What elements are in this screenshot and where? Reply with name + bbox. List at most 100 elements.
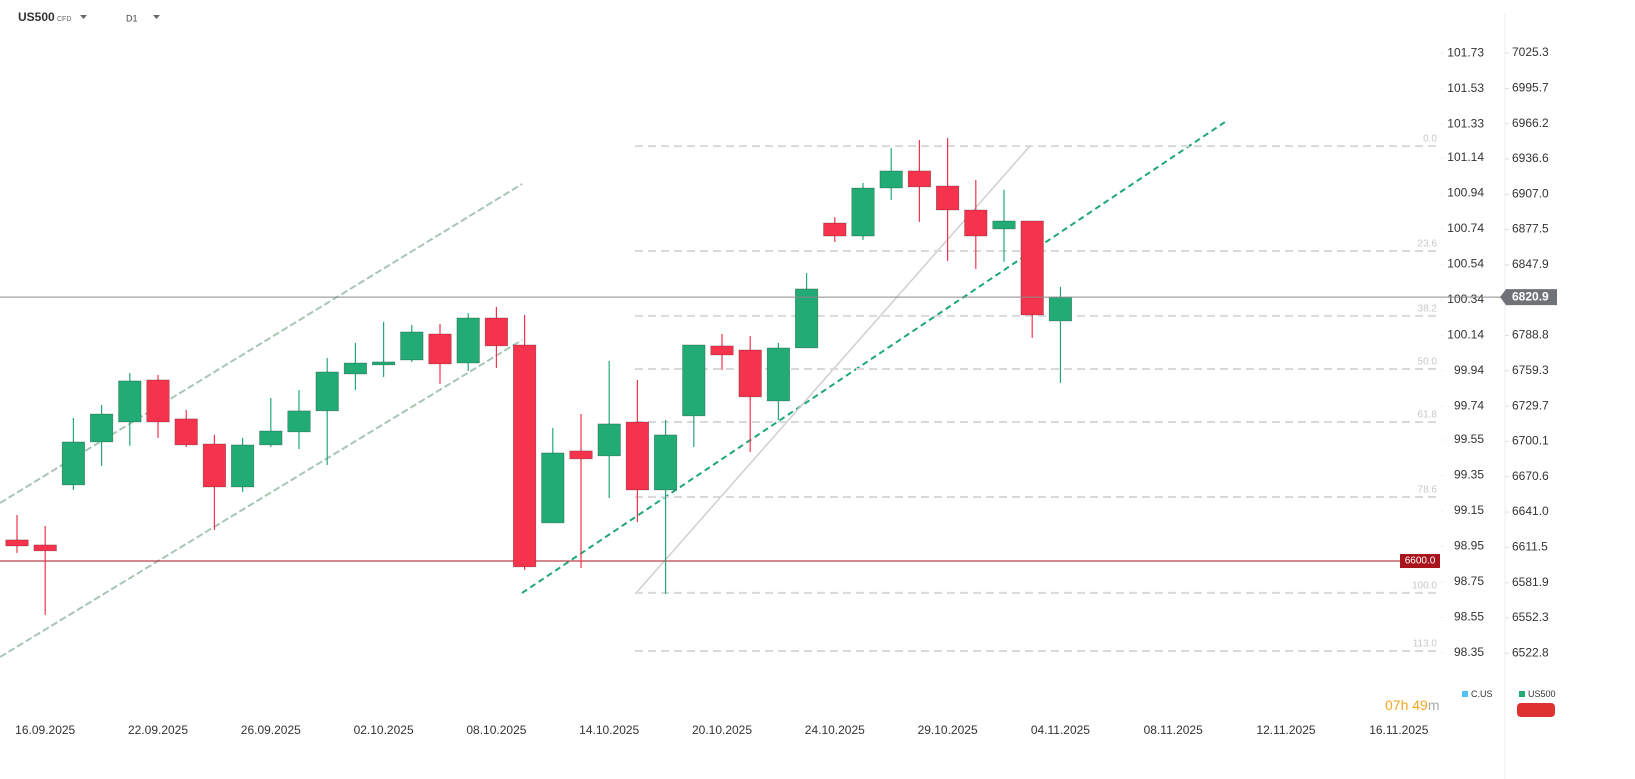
candle-body — [851, 187, 875, 237]
legend-swatch — [1519, 691, 1525, 697]
y2-tick-label: 99.94 — [1454, 363, 1484, 377]
fibonacci: 0.0 23.6 38.2 50.0 61.8 78.6 100.0 113.0 — [635, 134, 1440, 652]
countdown-minutes: 49 — [1412, 697, 1428, 713]
candle-body — [795, 288, 819, 349]
candle-body — [569, 450, 593, 460]
symbol-dropdown[interactable] — [80, 15, 87, 19]
y-tick-label: 6759.3 — [1512, 363, 1549, 377]
y2-tick-label: 101.14 — [1447, 150, 1484, 164]
y2-tick-label: 99.35 — [1454, 468, 1484, 482]
timeframe[interactable]: D1 — [126, 13, 138, 23]
y2-tick-label: 101.73 — [1447, 45, 1484, 59]
y-tick-label: 6966.2 — [1512, 116, 1549, 130]
y2-tick-label: 100.54 — [1447, 257, 1484, 271]
candle-body — [5, 539, 29, 547]
y-tick-label: 6641.0 — [1512, 504, 1549, 518]
y2-tick-label: 98.35 — [1454, 645, 1484, 659]
candle-body — [372, 361, 396, 366]
x-tick-label: 14.10.2025 — [579, 723, 639, 737]
channel-lower — [0, 339, 523, 658]
price-line-label: 6600.0 — [1405, 556, 1436, 567]
candle-body — [61, 441, 85, 486]
channel-upper — [0, 183, 523, 504]
y2-tick-label: 99.74 — [1454, 398, 1484, 412]
y2-tick-label: 98.55 — [1454, 610, 1484, 624]
y-tick-label: 6581.9 — [1512, 575, 1549, 589]
y-tick-label: 6936.6 — [1512, 151, 1549, 165]
y-tick-label: 6729.7 — [1512, 398, 1549, 412]
legend-label: C.US — [1471, 689, 1493, 699]
y-tick-label: 6552.3 — [1512, 610, 1549, 624]
symbol[interactable]: US500 — [18, 10, 55, 24]
y2-tick-label: 101.53 — [1447, 81, 1484, 95]
fib-label: 61.8 — [1418, 410, 1438, 421]
candle-body — [907, 170, 931, 188]
candle-body — [513, 344, 537, 568]
x-tick-label: 20.10.2025 — [692, 723, 752, 737]
y2-tick-label: 99.15 — [1454, 503, 1484, 517]
y-tick-label: 6670.6 — [1512, 469, 1549, 483]
fib-label: 50.0 — [1418, 357, 1438, 368]
candle-body — [738, 349, 762, 398]
fib-label: 23.6 — [1418, 239, 1438, 250]
candle-body — [879, 170, 903, 189]
candle-body — [625, 421, 649, 491]
y-tick-label: 6788.8 — [1512, 328, 1549, 342]
candle-body — [202, 443, 226, 488]
x-tick-label: 24.10.2025 — [805, 723, 865, 737]
x-tick-label: 16.11.2025 — [1369, 723, 1428, 737]
y-tick-label: 6700.1 — [1512, 434, 1549, 448]
y2-tick-label: 98.75 — [1454, 574, 1484, 588]
candle-body — [400, 331, 424, 361]
y2-tick-label: 101.33 — [1447, 116, 1484, 130]
candle-body — [1048, 296, 1072, 322]
instrument-type: CFD — [57, 16, 71, 23]
y-tick-label: 7025.3 — [1512, 45, 1549, 59]
candle-body — [118, 380, 142, 423]
x-tick-label: 16.09.2025 — [15, 723, 75, 737]
candle-body — [343, 362, 367, 375]
y2-tick-label: 98.95 — [1454, 539, 1484, 553]
candle-body — [682, 344, 706, 417]
fib-label: 78.6 — [1418, 485, 1438, 496]
x-tick-label: 26.09.2025 — [241, 723, 301, 737]
candle-body — [541, 452, 565, 524]
price-line-box — [1400, 554, 1440, 569]
fib-label: 100.0 — [1412, 581, 1437, 592]
fib-label: 0.0 — [1423, 134, 1437, 145]
y-tick-label: 6847.9 — [1512, 257, 1549, 271]
candle-body — [231, 444, 255, 488]
x-tick-label: 12.11.2025 — [1256, 723, 1315, 737]
legend-label: US500 — [1528, 689, 1556, 699]
x-tick-label: 22.09.2025 — [128, 723, 188, 737]
candle-body — [992, 220, 1016, 230]
legend-button[interactable] — [1517, 703, 1555, 717]
fib-label: 113.0 — [1413, 639, 1438, 650]
countdown-unit: m — [1428, 697, 1440, 713]
y2-tick-label: 100.34 — [1447, 292, 1484, 306]
current-price-box — [1500, 289, 1557, 306]
fib-label: 38.2 — [1418, 304, 1438, 315]
y-tick-label: 6522.8 — [1512, 645, 1549, 659]
candle-body — [146, 379, 170, 423]
candle-body — [766, 347, 790, 402]
candle-body — [259, 430, 283, 446]
candle-body — [428, 333, 452, 365]
y2-tick-label: 99.55 — [1454, 432, 1484, 446]
y2-tick-label: 100.94 — [1447, 186, 1484, 200]
current-price-label: 6820.9 — [1512, 289, 1549, 303]
candle-body — [33, 544, 57, 552]
candle-body — [936, 185, 960, 211]
y-tick-label: 6611.5 — [1512, 539, 1548, 553]
candle-body — [484, 317, 508, 347]
candle-body — [964, 209, 988, 237]
candle-body — [597, 423, 621, 457]
x-tick-label: 04.11.2025 — [1031, 723, 1090, 737]
candle-body — [174, 418, 198, 446]
y-tick-label: 6877.5 — [1512, 222, 1549, 236]
x-tick-label: 08.10.2025 — [466, 723, 526, 737]
x-tick-label: 08.11.2025 — [1144, 723, 1203, 737]
timeframe-dropdown[interactable] — [153, 15, 160, 19]
trend-line — [521, 119, 1229, 594]
